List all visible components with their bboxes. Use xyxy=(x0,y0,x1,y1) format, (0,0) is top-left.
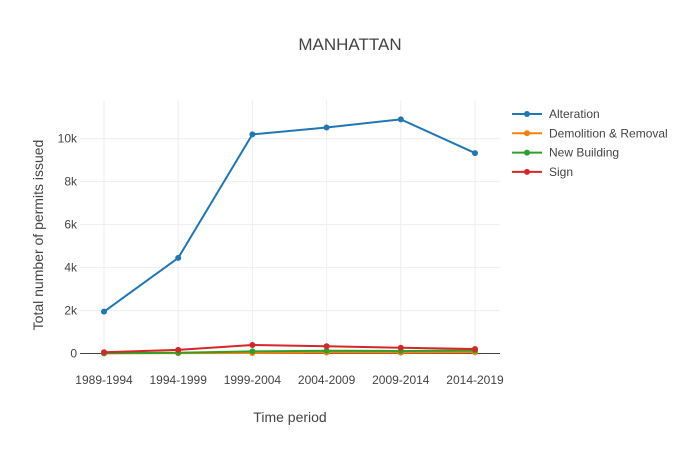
data-point xyxy=(175,346,182,353)
legend-label: Sign xyxy=(549,165,573,179)
y-tick-label: 2k xyxy=(64,304,78,318)
legend-marker xyxy=(524,168,530,175)
legend-marker xyxy=(524,149,530,156)
legend-item[interactable]: New Building xyxy=(512,146,619,160)
series-sign xyxy=(101,341,478,356)
x-tick-label: 1999-2004 xyxy=(224,373,282,387)
data-point xyxy=(175,254,182,261)
data-point xyxy=(101,308,107,315)
data-point xyxy=(323,347,330,354)
gridlines xyxy=(80,100,500,360)
x-tick-label: 1994-1999 xyxy=(150,373,208,387)
series-line xyxy=(103,118,476,313)
legend-item[interactable]: Sign xyxy=(512,165,573,179)
data-point xyxy=(323,343,330,350)
legend: Alteration Demolition & Removal New Buildi… xyxy=(512,107,668,179)
series-line xyxy=(103,349,476,355)
x-axis-title: Time period xyxy=(253,409,326,425)
y-axis-title: Total number of permits issued xyxy=(30,140,46,331)
data-point xyxy=(249,348,256,355)
legend-label: Alteration xyxy=(549,107,600,121)
data-point xyxy=(397,116,404,123)
legend-marker xyxy=(524,111,530,117)
legend-item[interactable]: Alteration xyxy=(512,107,600,121)
data-point xyxy=(101,349,107,356)
legend-marker xyxy=(524,130,530,137)
axes: 0 2k 4k 6k 8k 10k 1989-1994 1994-1999 1999-2004 2… xyxy=(58,132,504,387)
data-point xyxy=(249,131,256,138)
y-tick-label: 8k xyxy=(64,175,78,189)
legend-label: Demolition & Removal xyxy=(549,126,668,140)
data-point xyxy=(323,124,330,131)
chart-title: MANHATTAN xyxy=(298,35,401,54)
series-line xyxy=(103,343,476,354)
x-tick-label: 2004-2009 xyxy=(298,373,356,387)
legend-item[interactable]: Demolition & Removal xyxy=(512,126,668,140)
data-point xyxy=(249,341,256,348)
data-point xyxy=(397,344,404,351)
legend-label: New Building xyxy=(549,146,619,160)
y-tick-label: 6k xyxy=(64,218,78,232)
data-point xyxy=(472,346,478,353)
y-tick-label: 10k xyxy=(58,132,78,146)
series-alteration xyxy=(101,116,478,315)
y-tick-label: 4k xyxy=(64,261,78,275)
x-tick-label: 2009-2014 xyxy=(372,373,430,387)
x-tick-label: 2014-2019 xyxy=(446,373,504,387)
series xyxy=(101,116,478,357)
data-point xyxy=(472,150,478,157)
x-tick-label: 1989-1994 xyxy=(75,373,133,387)
y-tick-label: 0 xyxy=(70,347,77,361)
